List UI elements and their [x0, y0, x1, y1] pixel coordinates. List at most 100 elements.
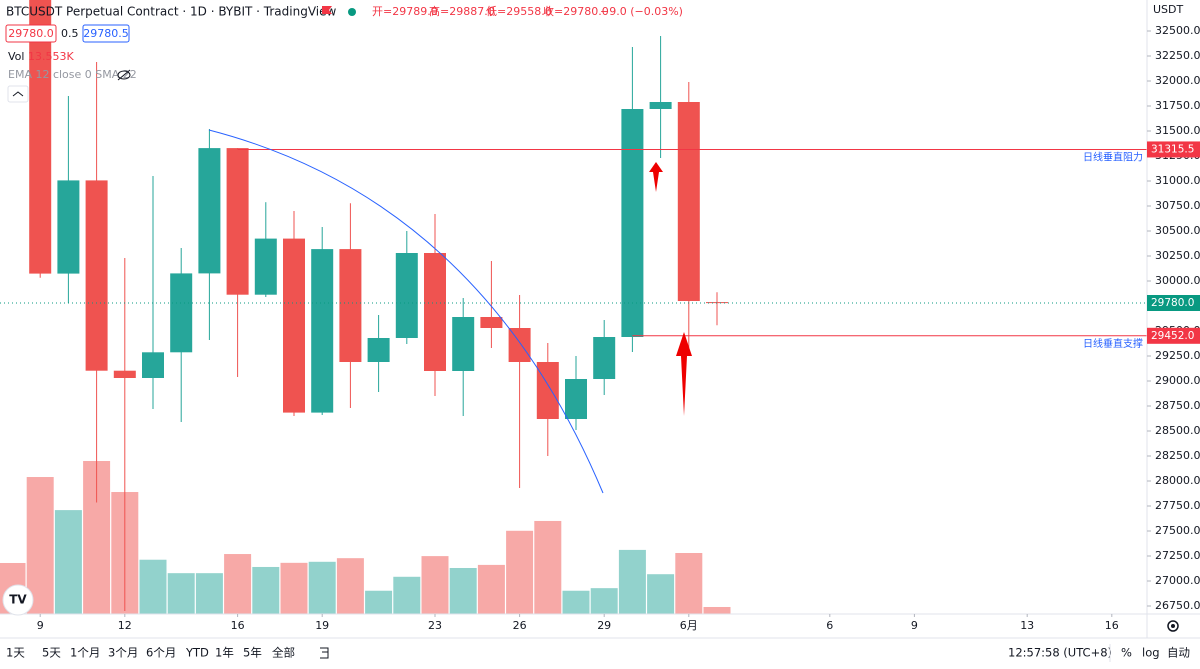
range-button[interactable]: 1年: [215, 646, 234, 660]
vol-label: Vol: [8, 50, 24, 63]
x-tick-label: 12: [118, 619, 132, 632]
volume-bar: [139, 559, 167, 614]
y-tick-label: 27000.0: [1155, 574, 1200, 587]
candle-body: [311, 249, 334, 413]
x-tick-label: 16: [1105, 619, 1119, 632]
y-tick-label: 31500.0: [1155, 124, 1200, 137]
price-badge-label: 29780.0: [1151, 297, 1194, 309]
candle-body: [85, 180, 108, 371]
volume-bar: [506, 530, 534, 614]
range-button[interactable]: 6个月: [146, 646, 176, 660]
axes: 26750.0 27000.0 27250.0 27500.0 27750.0 28000…: [37, 24, 1200, 632]
y-tick-label: 27500.0: [1155, 524, 1200, 537]
candle-body: [57, 180, 80, 274]
range-button[interactable]: 1个月: [70, 646, 100, 660]
volume-bar: [618, 549, 646, 614]
ask: 29780.5: [83, 27, 129, 40]
x-tick-label: 26: [513, 619, 527, 632]
y-tick-label: 30250.0: [1155, 249, 1200, 262]
hide-icon[interactable]: [117, 69, 131, 81]
volume-bar: [195, 573, 223, 614]
candle-body: [536, 362, 559, 419]
vol-value: 13.553K: [28, 50, 74, 63]
collapse-button[interactable]: [7, 85, 29, 103]
y-tick-label: 32000.0: [1155, 74, 1200, 87]
candle-body: [621, 109, 644, 337]
volume-bar: [562, 590, 590, 614]
ohlc-high: 高=29887.0: [429, 4, 495, 18]
y-tick-label: 26750.0: [1155, 599, 1200, 612]
volume-bar: [393, 576, 421, 614]
symbol[interactable]: BTCUSDT Perpetual Contract · 1D · BYBIT …: [6, 5, 336, 19]
volume-bar: [534, 520, 562, 614]
y-tick-label: 28000.0: [1155, 474, 1200, 487]
range-button[interactable]: YTD: [185, 646, 209, 660]
candle-body: [565, 379, 587, 419]
percent-toggle[interactable]: %: [1121, 646, 1132, 660]
spread: 0.5: [61, 27, 79, 40]
y-tick-label: 29000.0: [1155, 374, 1200, 387]
range-button[interactable]: 全部: [272, 646, 295, 660]
candle-body: [339, 249, 362, 362]
candle-body: [283, 238, 305, 413]
ohlc-low: 低=29558.0: [486, 5, 552, 18]
price-badge: [1147, 327, 1200, 344]
y-tick-label: 28500.0: [1155, 424, 1200, 437]
price-line-text: 日线垂直阻力: [1083, 150, 1143, 163]
x-tick-label: 9: [37, 619, 44, 632]
candle-body: [226, 148, 249, 295]
settings-icon[interactable]: [1167, 620, 1179, 632]
price-badge: [1147, 295, 1200, 311]
auto-toggle[interactable]: 自动: [1167, 646, 1190, 660]
volume-bar: [308, 561, 336, 614]
price-badge: [1147, 141, 1200, 158]
arc-drawing[interactable]: [208, 129, 604, 494]
price-badge-label: 31315.5: [1151, 143, 1194, 155]
y-tick-label: 28250.0: [1155, 449, 1200, 462]
date-range-icon[interactable]: [320, 647, 329, 659]
candle-body: [367, 338, 390, 362]
volume-bar: [449, 567, 477, 614]
y-tick-label: 28750.0: [1155, 399, 1200, 412]
price-badge-label: 29452.0: [1151, 330, 1194, 342]
toolbar: 12:57:58 (UTC+8) % log 自动 1天 5天 1个月 3个月 6个月 Y…: [6, 644, 1190, 662]
ask-box[interactable]: [82, 24, 130, 43]
ohlc-open: 开=29789.0: [372, 5, 438, 18]
candle-body: [677, 102, 700, 301]
volume-bar: [421, 556, 449, 614]
x-tick-label: 16: [231, 619, 245, 632]
tv-logo[interactable]: TV: [2, 584, 34, 616]
candle-body: [29, 0, 52, 274]
volume-bar: [647, 574, 675, 614]
ohlc-close: 收=29780.0: [543, 4, 609, 18]
flag-icon[interactable]: [322, 6, 332, 14]
y-tick-label: 30000.0: [1155, 274, 1200, 287]
volume-bar: [365, 590, 393, 614]
candle-body: [198, 148, 221, 274]
range-button[interactable]: 5年: [243, 646, 262, 660]
y-tick-label: 32500.0: [1155, 24, 1200, 37]
currency: USDT: [1153, 3, 1184, 16]
x-tick-label: 23: [428, 619, 442, 632]
volume-bar: [26, 477, 54, 614]
arrow: [649, 162, 663, 192]
volume-bar: [703, 606, 731, 614]
x-tick-label: 6月: [680, 619, 698, 632]
candle-body: [593, 337, 616, 379]
candle-body: [508, 328, 531, 362]
drawings: [208, 129, 692, 494]
log-toggle[interactable]: log: [1142, 646, 1160, 660]
bid-box[interactable]: [5, 24, 57, 43]
candle-body: [254, 238, 277, 295]
candle-body: [170, 273, 193, 353]
volume-bar: [54, 510, 82, 614]
range-button[interactable]: 3个月: [108, 646, 138, 660]
range-button[interactable]: 1天: [6, 646, 25, 660]
y-tick-label: 29250.0: [1155, 349, 1200, 362]
candle-body: [424, 253, 446, 371]
candle-body: [142, 352, 164, 378]
y-tick-label: 30500.0: [1155, 224, 1200, 237]
candle-body: [480, 317, 503, 328]
range-button[interactable]: 5天: [42, 646, 61, 660]
